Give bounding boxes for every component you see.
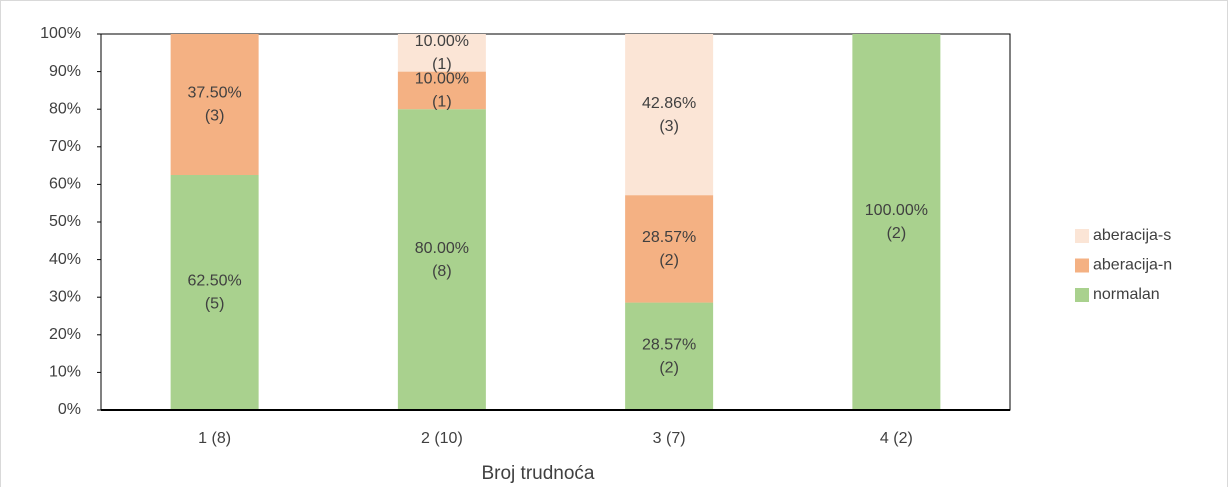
bar-segment [397,109,486,410]
x-tick-label: 1 (8) [198,430,231,447]
data-label-count: (3) [205,108,225,125]
y-tick-label: 100% [40,25,81,42]
data-label: 37.50% [187,85,241,102]
data-label-count: (8) [432,263,452,280]
y-tick-label: 30% [49,288,81,305]
data-label: 10.00% [415,71,469,88]
y-tick-label: 80% [49,100,81,117]
y-tick-label: 60% [49,176,81,193]
y-tick-label: 40% [49,251,81,268]
data-label-count: (2) [659,360,679,377]
y-tick-label: 20% [49,326,81,343]
x-axis-title: Broj trudnoća [481,463,594,484]
data-label-count: (2) [659,252,679,269]
data-label: 28.57% [642,229,696,246]
bar-segment [170,34,259,175]
data-label: 80.00% [415,240,469,257]
y-tick-label: 50% [49,213,81,230]
y-tick-label: 0% [58,401,81,418]
x-tick-label: 2 (10) [421,430,463,447]
legend-swatch [1075,288,1089,302]
data-label-count: (3) [659,118,679,135]
bar-segment [170,175,259,410]
y-tick-label: 10% [49,364,81,381]
data-label: 10.00% [415,33,469,50]
data-label-count: (5) [205,296,225,313]
x-tick-label: 3 (7) [653,430,686,447]
bar-segment [852,34,941,410]
data-label-count: (1) [432,94,452,111]
data-label: 62.50% [187,273,241,290]
legend-swatch [1075,229,1089,243]
bar-segment [397,71,486,110]
y-tick-label: 70% [49,138,81,155]
legend-label: aberacija-s [1093,227,1171,244]
bar-segment [625,34,714,196]
bar-segment [625,195,714,303]
data-label-count: (2) [887,225,907,242]
data-label: 100.00% [865,202,928,219]
bar-segment [625,302,714,410]
legend-label: normalan [1093,286,1160,303]
data-label: 28.57% [642,337,696,354]
legend-label: aberacija-n [1093,257,1172,274]
legend-swatch [1075,258,1089,273]
y-tick-label: 90% [49,63,81,80]
x-tick-label: 4 (2) [880,430,913,447]
bar-segment [397,34,486,72]
data-label-count: (1) [432,56,452,73]
data-label: 42.86% [642,95,696,112]
